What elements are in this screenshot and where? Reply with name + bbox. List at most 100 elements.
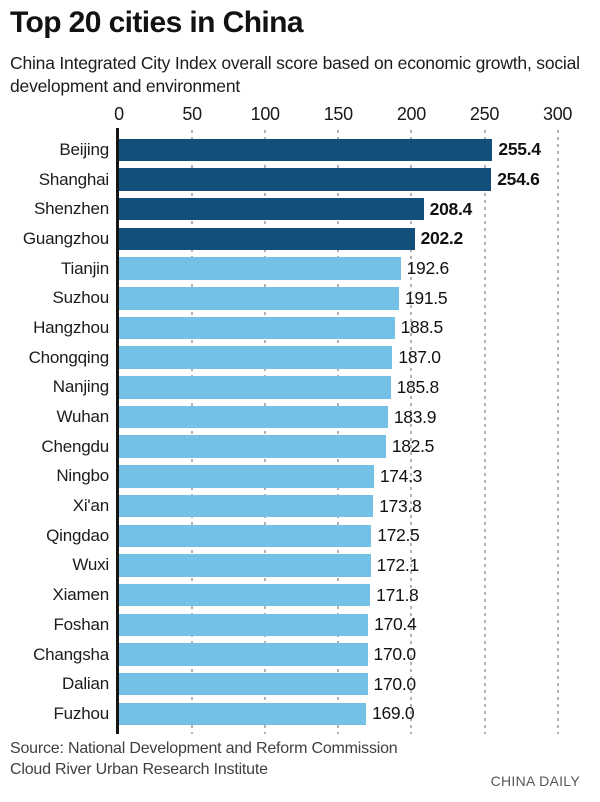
- bar-value-label: 170.4: [374, 614, 417, 635]
- bar-row: Suzhou 191.5: [0, 283, 600, 313]
- bar-row: Ningbo 174.3: [0, 462, 600, 492]
- bar-row: Changsha 170.0: [0, 640, 600, 670]
- bar-value-label: 188.5: [400, 317, 444, 338]
- gridline: [191, 130, 194, 734]
- city-label: Wuhan: [56, 407, 109, 427]
- city-label: Nanjing: [52, 377, 109, 397]
- x-axis-tick-label: 150: [323, 104, 353, 124]
- bar: [119, 168, 492, 191]
- bar: [119, 376, 391, 399]
- city-label: Chengdu: [41, 436, 109, 456]
- bar: [119, 346, 393, 369]
- city-label: Beijing: [59, 139, 109, 159]
- page-title: Top 20 cities in China: [10, 6, 304, 39]
- city-label: Qingdao: [46, 525, 109, 545]
- source-line-2: Cloud River Urban Research Institute: [10, 761, 268, 778]
- bar-rows: Beijing 255.4 Shanghai 254.6 Shenzhen 208.4 Gu…: [0, 135, 600, 729]
- bar: [119, 524, 372, 548]
- bar-value-label: 202.2: [420, 228, 464, 249]
- bar: [119, 672, 368, 696]
- bar-row: Shenzhen 208.4: [0, 194, 600, 224]
- bar-row: Chongqing 187.0: [0, 343, 600, 373]
- bar-value-label: 187.0: [398, 347, 441, 368]
- bar-row: Chengdu 182.5: [0, 432, 600, 462]
- bar-row: Guangzhou 202.2: [0, 224, 600, 254]
- bar-row: Qingdao 172.5: [0, 521, 600, 551]
- city-label: Chongqing: [28, 347, 110, 367]
- city-label: Shenzhen: [34, 199, 109, 219]
- city-label: Fuzhou: [53, 703, 109, 723]
- bar-value-label: 182.5: [391, 436, 435, 457]
- bar-row: Wuxi 172.1: [0, 551, 600, 581]
- bar-value-label: 170.0: [373, 673, 417, 694]
- bar-value-label: 173.8: [379, 495, 422, 516]
- bar: [119, 316, 395, 340]
- bar: [119, 465, 374, 488]
- bar-value-label: 255.4: [498, 139, 541, 160]
- bar-value-label: 185.8: [396, 376, 440, 397]
- gridline: [337, 130, 340, 734]
- bar-value-label: 183.9: [393, 406, 437, 427]
- city-label: Dalian: [62, 674, 109, 694]
- city-label: Changsha: [33, 644, 109, 664]
- bar-row: Xiamen 171.8: [0, 580, 600, 610]
- city-label: Guangzhou: [22, 228, 109, 248]
- city-label: Xi'an: [72, 496, 109, 516]
- city-label: Foshan: [53, 614, 109, 634]
- bar-row: Beijing 255.4: [0, 135, 600, 165]
- city-label: Hangzhou: [33, 317, 109, 337]
- gridline: [264, 130, 267, 734]
- bar: [119, 435, 386, 458]
- bar-row: Tianjin 192.6: [0, 254, 600, 284]
- publisher-credit: CHINA DAILY: [490, 773, 580, 789]
- city-label: Wuxi: [72, 555, 109, 575]
- bar-value-label: 169.0: [372, 703, 415, 724]
- gridline: [483, 130, 486, 734]
- city-label: Xiamen: [52, 585, 110, 605]
- bar: [119, 702, 367, 726]
- x-axis-tick-label: 300: [543, 104, 573, 124]
- bar-value-label: 254.6: [497, 169, 540, 190]
- gridline: [410, 130, 413, 734]
- bar: [119, 583, 371, 607]
- y-axis-spine: [115, 128, 119, 734]
- bar: [119, 613, 369, 637]
- bar-value-label: 208.4: [429, 198, 473, 219]
- bar-row: Nanjing 185.8: [0, 373, 600, 403]
- chart-subtitle: China Integrated City Index overall scor…: [10, 53, 580, 96]
- bar: [119, 494, 374, 518]
- bar-value-label: 174.3: [379, 465, 423, 486]
- bar-row: Foshan 170.4: [0, 610, 600, 640]
- bar: [119, 227, 415, 251]
- city-label: Suzhou: [52, 288, 110, 308]
- x-axis-tick-label: 100: [250, 104, 280, 124]
- bar-row: Wuhan 183.9: [0, 402, 600, 432]
- source-note: Source: National Development and Reform …: [10, 738, 398, 780]
- x-axis-tick-label: 50: [182, 104, 202, 124]
- x-axis-tick-label: 200: [396, 104, 426, 124]
- source-line-1: Source: National Development and Reform …: [10, 740, 398, 757]
- x-axis-tick-label: 250: [469, 104, 500, 124]
- x-axis-tick-label: 0: [114, 104, 124, 124]
- gridline: [556, 130, 559, 734]
- bar-row: Hangzhou 188.5: [0, 313, 600, 343]
- bar-row: Shanghai 254.6: [0, 165, 600, 195]
- bar-row: Xi'an 173.8: [0, 491, 600, 521]
- city-label: Ningbo: [56, 466, 109, 486]
- bar-value-label: 172.5: [377, 525, 420, 546]
- bar-value-label: 171.8: [376, 584, 419, 605]
- bar: [119, 643, 368, 666]
- bar-value-label: 172.1: [376, 554, 420, 575]
- bar: [119, 405, 388, 429]
- bar-value-label: 191.5: [404, 287, 448, 308]
- bar: [119, 197, 424, 221]
- bar: [119, 554, 371, 577]
- bar-row: Fuzhou 169.0: [0, 699, 600, 729]
- bar-value-label: 192.6: [406, 258, 450, 279]
- bar-row: Dalian 170.0: [0, 669, 600, 699]
- bar: [119, 138, 493, 162]
- city-label: Shanghai: [38, 169, 109, 189]
- bar: [119, 257, 401, 280]
- bar-value-label: 170.0: [373, 644, 417, 665]
